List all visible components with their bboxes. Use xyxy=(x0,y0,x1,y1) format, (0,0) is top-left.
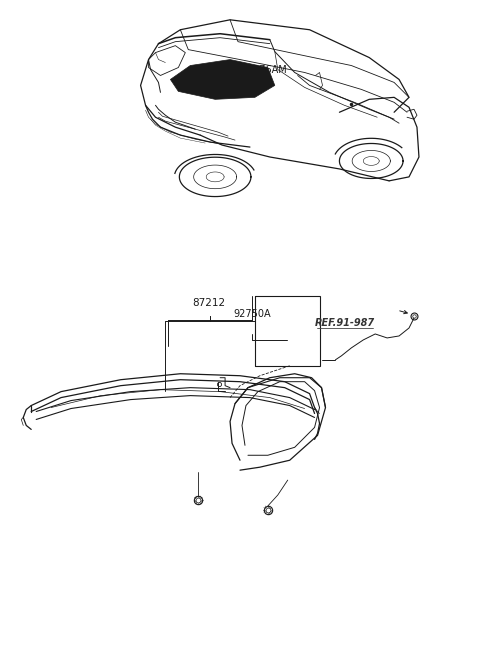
Text: 87212: 87212 xyxy=(192,298,226,308)
Text: REF.91-987: REF.91-987 xyxy=(315,318,375,328)
Text: 92750A: 92750A xyxy=(233,309,271,319)
Bar xyxy=(255,297,320,366)
Text: 1339CC: 1339CC xyxy=(180,82,218,92)
Polygon shape xyxy=(170,60,275,99)
Text: 1076AM: 1076AM xyxy=(248,66,288,75)
